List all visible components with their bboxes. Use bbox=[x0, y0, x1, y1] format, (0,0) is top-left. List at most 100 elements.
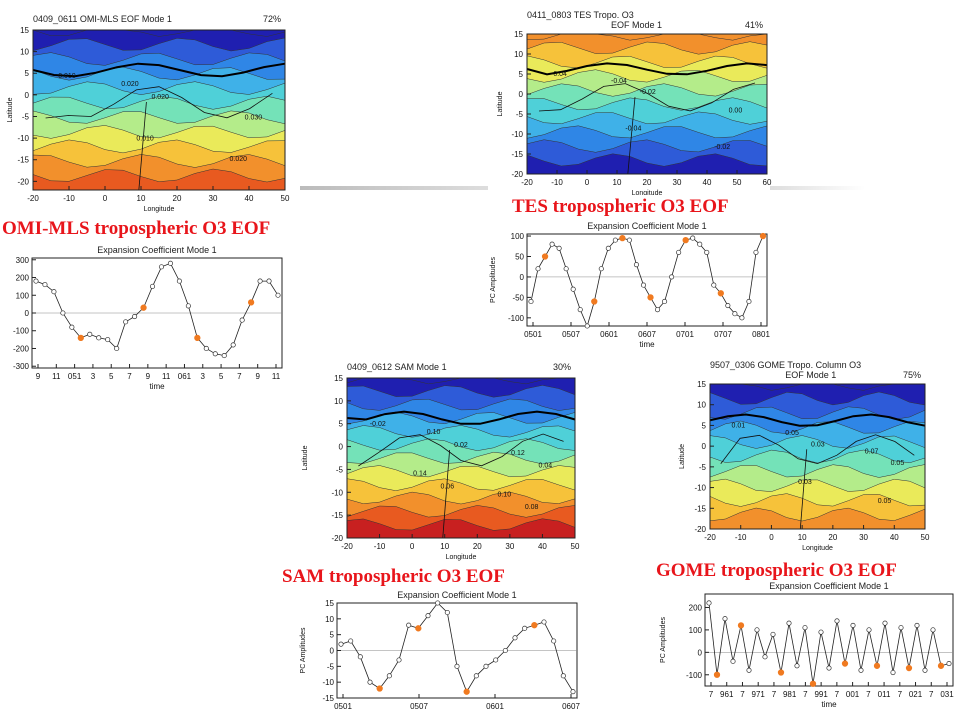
pc-data-point bbox=[612, 237, 618, 243]
pc-y-tick-label: 5 bbox=[330, 631, 335, 640]
tes-caption: TES tropospheric O3 EOF bbox=[512, 196, 729, 217]
pc-data-point bbox=[818, 629, 824, 635]
pc-data-point bbox=[826, 665, 832, 671]
map-zero-contour bbox=[32, 62, 286, 78]
map-x-axis-label: Longitude bbox=[632, 190, 663, 195]
pc-highlight-point bbox=[194, 334, 201, 341]
map-y-tick-label: -15 bbox=[511, 150, 523, 159]
pc-highlight-point bbox=[531, 622, 538, 629]
map-y-tick-label: -15 bbox=[694, 504, 706, 513]
pc-data-point bbox=[890, 669, 896, 676]
pc-y-tick-label: 50 bbox=[515, 252, 524, 261]
pc-data-point bbox=[185, 303, 191, 309]
map-y-tick-label: 15 bbox=[697, 380, 706, 389]
map-coastline bbox=[442, 449, 450, 539]
pc-data-point bbox=[357, 654, 363, 660]
pc-x-tick-label: 5 bbox=[219, 372, 224, 381]
map-contour-label: 0.05 bbox=[878, 498, 892, 505]
pc-data-point bbox=[762, 654, 768, 660]
map-y-tick-label: -20 bbox=[511, 170, 523, 179]
map-x-tick-label: 20 bbox=[828, 533, 837, 542]
pc-data-point bbox=[739, 315, 745, 321]
pc-data-point bbox=[640, 282, 647, 288]
omi-mls-eof-map: 0409_0611 OMI-MLS EOF Mode 1 72% 0.010 0.02… bbox=[7, 14, 290, 213]
pc-frame bbox=[526, 233, 768, 327]
pc-x-tick-label: 0607 bbox=[638, 330, 656, 339]
map-contour-label: 0.05 bbox=[891, 460, 905, 467]
pc-data-point bbox=[386, 673, 392, 679]
pc-y-tick-label: 0 bbox=[520, 273, 525, 282]
pc-x-tick-label: 981 bbox=[783, 690, 797, 699]
pc-data-point bbox=[732, 311, 738, 317]
map-contour-label: -0.02 bbox=[370, 421, 386, 428]
pc-data-point bbox=[123, 319, 129, 325]
pc-title: Expansion Coefficient Mode 1 bbox=[97, 245, 216, 255]
map-contour-label: 0.03 bbox=[811, 441, 825, 448]
pc-data-point bbox=[753, 249, 759, 255]
pc-highlight-point bbox=[682, 236, 689, 244]
pc-data-point bbox=[676, 249, 682, 255]
pc-data-point bbox=[866, 627, 872, 633]
pc-x-tick-label: 0501 bbox=[334, 702, 352, 711]
pc-highlight-point bbox=[777, 669, 785, 676]
pc-data-point bbox=[770, 631, 776, 637]
pc-data-point bbox=[425, 613, 431, 619]
pc-highlight-point bbox=[463, 688, 470, 695]
pc-data-point bbox=[794, 663, 800, 669]
pc-x-tick-label: 021 bbox=[909, 690, 923, 699]
pc-data-point bbox=[722, 616, 728, 622]
pc-data-point bbox=[444, 609, 450, 616]
map-x-tick-label: 40 bbox=[703, 178, 712, 187]
map-contour-label: -0.04 bbox=[625, 126, 641, 133]
map-y-tick-label: 10 bbox=[20, 48, 29, 57]
pc-y-tick-label: 100 bbox=[511, 232, 525, 241]
map-zero-contour bbox=[526, 62, 768, 76]
pc-data-point bbox=[338, 641, 344, 647]
map-x-tick-label: 10 bbox=[440, 542, 449, 551]
pc-data-point bbox=[834, 618, 840, 624]
map-contour-label: -0.02 bbox=[714, 144, 730, 151]
pc-data-point bbox=[105, 337, 111, 343]
pc-data-point bbox=[850, 622, 856, 628]
map-y-tick-label: 10 bbox=[514, 50, 523, 59]
pc-x-tick-label: 0707 bbox=[714, 330, 732, 339]
pc-data-point bbox=[158, 264, 165, 270]
pc-data-point bbox=[725, 303, 731, 309]
map-contour-label: 0.030 bbox=[245, 115, 263, 122]
pc-data-point bbox=[348, 638, 354, 644]
pc-x-tick-label: 961 bbox=[720, 690, 734, 699]
map-coastline bbox=[720, 434, 915, 465]
pc-data-point bbox=[435, 600, 441, 606]
map-x-tick-label: 10 bbox=[137, 194, 146, 203]
map-contour-band bbox=[32, 168, 286, 191]
map-coastline bbox=[799, 449, 808, 530]
pc-highlight-point bbox=[713, 671, 721, 678]
map-y-tick-label: 0 bbox=[25, 91, 30, 100]
map-x-tick-label: 0 bbox=[410, 542, 415, 551]
map-y-tick-label: 5 bbox=[339, 420, 344, 429]
pc-data-point bbox=[633, 262, 640, 268]
pc-data-point bbox=[858, 667, 864, 673]
map-contour-label: 0.02 bbox=[454, 442, 468, 449]
pc-title: Expansion Coefficient Mode 1 bbox=[397, 590, 516, 600]
map-y-tick-label: -15 bbox=[331, 511, 343, 520]
pc-data-point bbox=[746, 298, 752, 305]
pc-data-point bbox=[802, 625, 808, 631]
pc-highlight-point bbox=[759, 232, 767, 240]
map-x-tick-label: 30 bbox=[209, 194, 218, 203]
pc-data-point bbox=[69, 324, 75, 330]
pc-y-tick-label: 200 bbox=[689, 603, 703, 612]
map-y-tick-label: -15 bbox=[17, 156, 29, 165]
map-contour-label: 0.10 bbox=[427, 429, 441, 436]
map-x-tick-label: -10 bbox=[374, 542, 386, 551]
pc-x-tick-label: 7 bbox=[740, 690, 745, 699]
pc-data-point bbox=[669, 274, 675, 280]
pc-data-point bbox=[584, 323, 590, 329]
map-contour-label: 0.07 bbox=[865, 449, 879, 456]
pc-data-point bbox=[746, 667, 752, 673]
map-title: 0411_0803 TES Tropo. O3 bbox=[527, 10, 634, 20]
map-y-tick-label: 5 bbox=[519, 70, 524, 79]
pc-x-tick-label: 001 bbox=[846, 690, 860, 699]
pc-highlight-point bbox=[591, 298, 598, 305]
map-y-tick-label: -5 bbox=[699, 463, 707, 472]
